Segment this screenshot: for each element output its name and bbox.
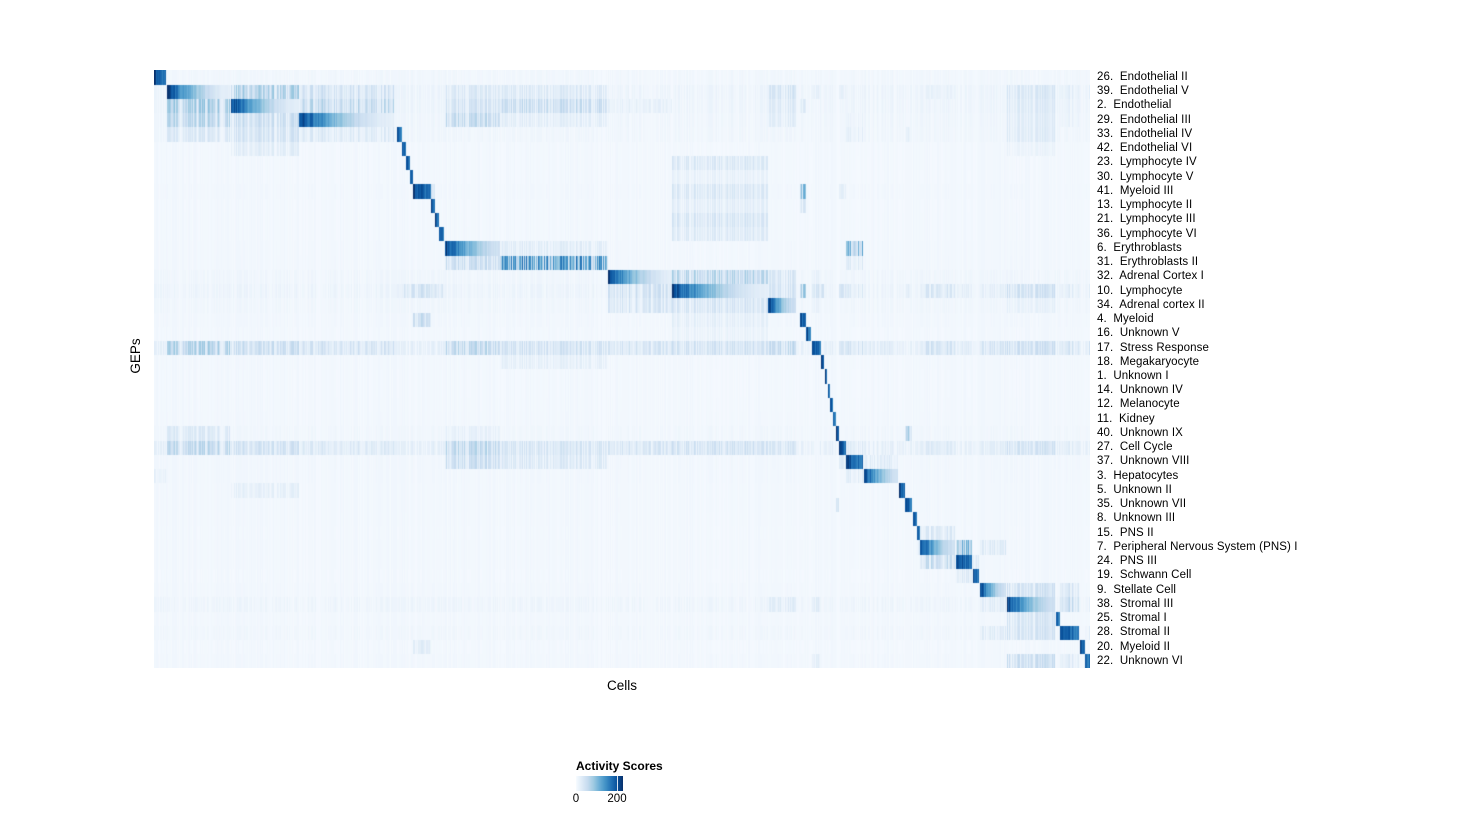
gep-label: 11. Kidney	[1097, 412, 1155, 425]
gep-label: 42. Endothelial VI	[1097, 142, 1193, 155]
gep-label: 35. Unknown VII	[1097, 498, 1187, 511]
gep-label: 6. Erythroblasts	[1097, 241, 1182, 254]
gep-label: 7. Peripheral Nervous System (PNS) I	[1097, 540, 1298, 553]
x-axis-label: Cells	[606, 678, 637, 693]
gep-label: 16. Unknown V	[1097, 327, 1180, 340]
gep-label: 5. Unknown II	[1097, 483, 1172, 496]
gep-label: 20. Myeloid II	[1097, 640, 1171, 653]
gep-label: 25. Stromal I	[1097, 612, 1167, 625]
gep-label: 8. Unknown III	[1097, 512, 1176, 525]
gep-label: 10. Lymphocyte	[1097, 284, 1183, 297]
gep-label: 1. Unknown I	[1097, 370, 1169, 382]
legend-tick-label-0: 0	[572, 793, 580, 805]
gep-label: 2. Endothelial	[1097, 99, 1172, 112]
gep-row-labels: 26. Endothelial II 39. Endothelial V 2. En…	[1097, 70, 1457, 668]
activity-scores-legend: Activity Scores 0 200	[573, 759, 696, 809]
gep-label: 18. Megakaryocyte	[1097, 355, 1200, 368]
gep-label: 15. PNS II	[1097, 526, 1154, 539]
gep-label: 19. Schwann Cell	[1097, 569, 1192, 582]
gep-label: 27. Cell Cycle	[1097, 441, 1173, 454]
gep-label: 41. Myeloid III	[1097, 184, 1174, 197]
gep-label: 26. Endothelial II	[1097, 71, 1188, 83]
gep-label: 12. Melanocyte	[1097, 398, 1180, 411]
gep-label: 40. Unknown IX	[1097, 426, 1183, 439]
legend-tick-mark-200	[616, 776, 619, 791]
y-axis-label: GEPs	[128, 338, 143, 374]
gep-label: 30. Lymphocyte V	[1097, 170, 1194, 183]
gep-label: 32. Adrenal Cortex I	[1097, 270, 1204, 283]
gep-label: 23. Lymphocyte IV	[1097, 156, 1197, 169]
gep-label: 36. Lymphocyte VI	[1097, 227, 1197, 240]
gep-label: 24. PNS III	[1097, 555, 1158, 568]
gep-label: 9. Stellate Cell	[1097, 583, 1177, 596]
gep-label: 4. Myeloid	[1097, 313, 1154, 326]
legend-colorbar	[576, 776, 623, 791]
gep-label: 39. Endothelial V	[1097, 85, 1189, 98]
gep-label: 22. Unknown VI	[1097, 654, 1183, 667]
gep-label: 33. Endothelial IV	[1097, 127, 1193, 140]
gep-label: 28. Stromal II	[1097, 626, 1171, 639]
legend-tick-label-200: 200	[607, 793, 627, 805]
gep-label: 17. Stress Response	[1097, 341, 1209, 354]
gep-label: 21. Lymphocyte III	[1097, 213, 1196, 226]
gep-label: 14. Unknown IV	[1097, 384, 1183, 397]
gep-label: 38. Stromal III	[1097, 597, 1174, 610]
heatmap-plot	[154, 70, 1090, 668]
gep-label: 31. Erythroblasts II	[1097, 256, 1199, 269]
gep-label: 3. Hepatocytes	[1097, 469, 1179, 482]
gep-label: 34. Adrenal cortex II	[1097, 298, 1205, 311]
gep-label: 37. Unknown VIII	[1097, 455, 1190, 468]
gep-label: 29. Endothelial III	[1097, 113, 1192, 126]
gep-label: 13. Lymphocyte II	[1097, 199, 1193, 212]
legend-title: Activity Scores	[576, 759, 663, 773]
